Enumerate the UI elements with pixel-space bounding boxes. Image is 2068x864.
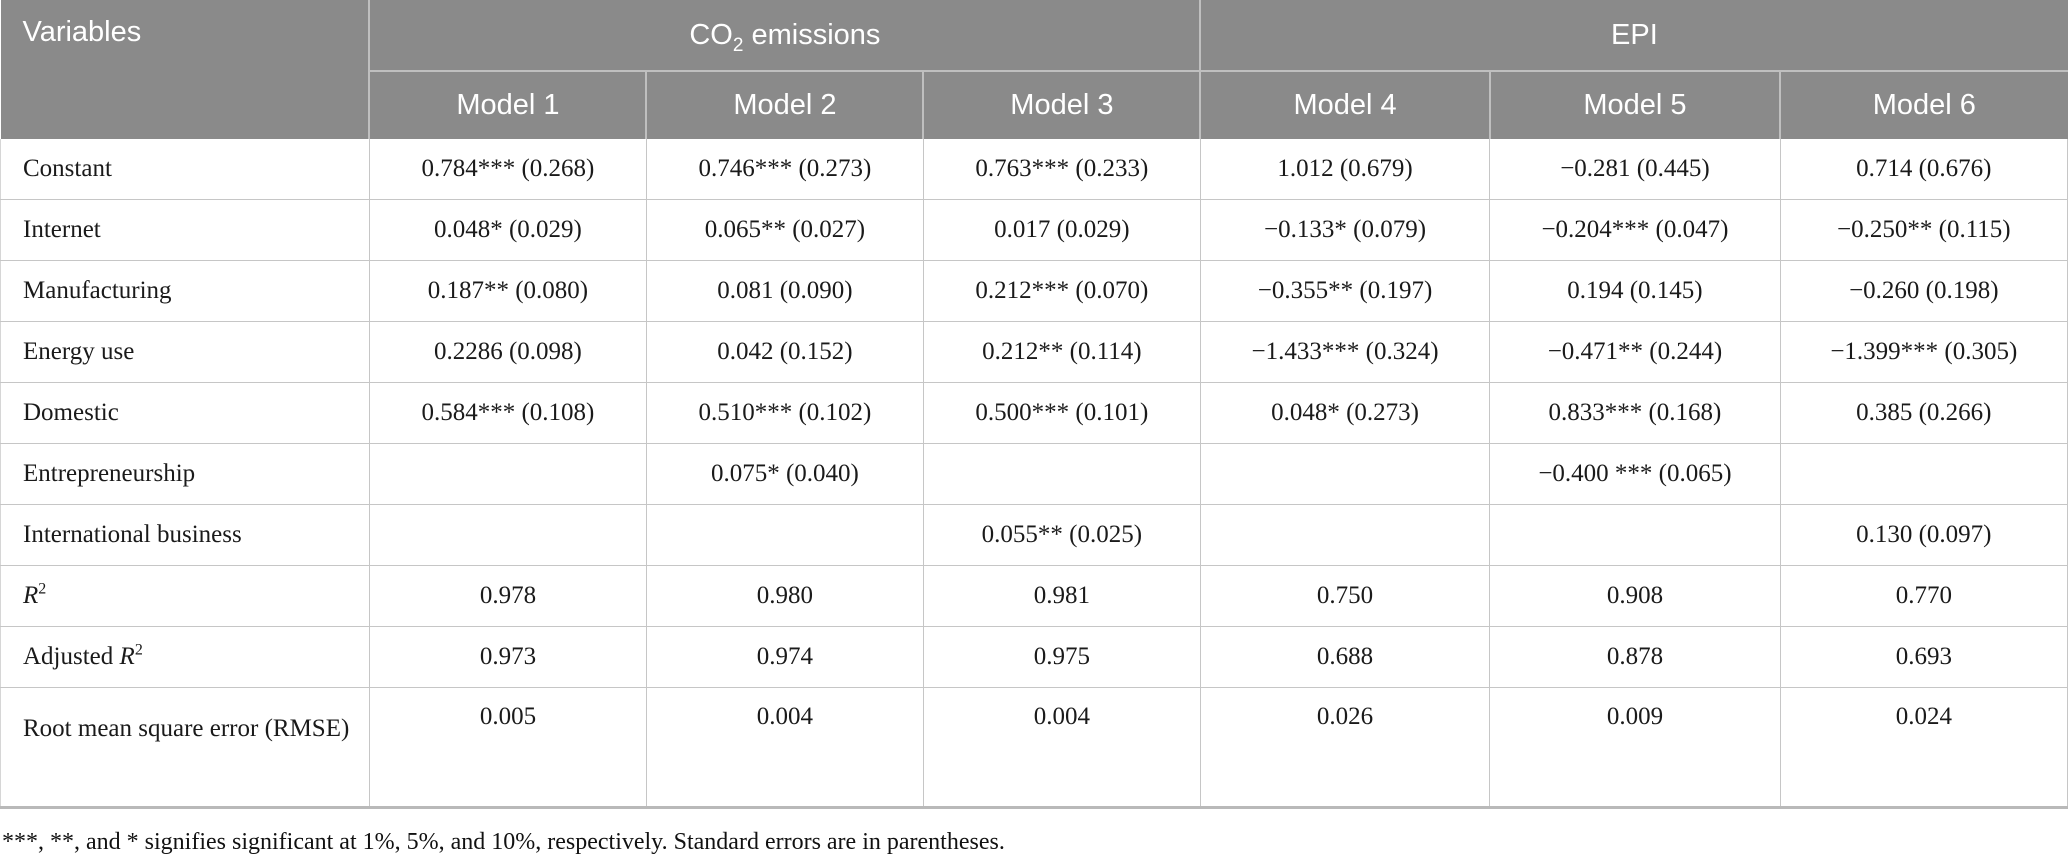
value-cell [922, 443, 1201, 505]
value-cell: 0.187** (0.080) [368, 260, 647, 322]
value-cell: 0.2286 (0.098) [368, 321, 647, 383]
value-cell: −0.281 (0.445) [1489, 139, 1781, 200]
value-cell: 0.055** (0.025) [922, 504, 1201, 566]
value-cell: 0.975 [922, 626, 1201, 688]
table-row: Energy use 0.2286 (0.098) 0.042 (0.152) 0.2… [0, 321, 2068, 383]
value-cell: 1.012 (0.679) [1199, 139, 1491, 200]
co2-rest: emissions [743, 18, 881, 51]
variable-label: International business [0, 504, 370, 566]
value-cell [368, 443, 647, 505]
value-cell: 0.763*** (0.233) [922, 139, 1201, 200]
value-cell: 0.688 [1199, 626, 1491, 688]
variable-label: Entrepreneurship [0, 443, 370, 505]
model-1-header: Model 1 [368, 70, 647, 139]
value-cell: 0.004 [645, 687, 924, 809]
value-cell: 0.980 [645, 565, 924, 627]
value-cell [1779, 443, 2068, 505]
variable-label: Domestic [0, 382, 370, 444]
table-header: Variables CO2 emissions EPI Model 1 Mode… [0, 0, 2068, 139]
value-cell [368, 504, 647, 566]
value-cell: 0.878 [1489, 626, 1781, 688]
value-cell: 0.212** (0.114) [922, 321, 1201, 383]
variable-label: Manufacturing [0, 260, 370, 322]
value-cell: 0.750 [1199, 565, 1491, 627]
value-cell [1489, 504, 1781, 566]
value-cell: 0.974 [645, 626, 924, 688]
value-cell: −0.204*** (0.047) [1489, 199, 1781, 261]
value-cell: 0.978 [368, 565, 647, 627]
value-cell [645, 504, 924, 566]
table-row: Adjusted R2 0.973 0.974 0.975 0.688 0.878 0.69… [0, 626, 2068, 688]
value-cell: 0.510*** (0.102) [645, 382, 924, 444]
model-5-header: Model 5 [1488, 70, 1781, 139]
value-cell: −0.471** (0.244) [1489, 321, 1781, 383]
value-cell [1199, 504, 1491, 566]
variable-label: Adjusted R2 [0, 626, 370, 688]
table-row: International business 0.055** (0.025) 0.1… [0, 504, 2068, 566]
significance-footnote: ***, **, and * signifies significant at … [2, 829, 1005, 855]
value-cell: 0.714 (0.676) [1779, 139, 2068, 200]
variable-label: R2 [0, 565, 370, 627]
value-cell: 0.024 [1779, 687, 2068, 809]
table-row: Entrepreneurship 0.075* (0.040) −0.400 ***… [0, 443, 2068, 505]
value-cell: 0.385 (0.266) [1779, 382, 2068, 444]
model-6-header: Model 6 [1779, 70, 2068, 139]
model-3-header: Model 3 [922, 70, 1201, 139]
value-cell: 0.065** (0.027) [645, 199, 924, 261]
value-cell: 0.194 (0.145) [1489, 260, 1781, 322]
table-row: Internet 0.048* (0.029) 0.065** (0.027) 0.0… [0, 199, 2068, 261]
value-cell: 0.009 [1489, 687, 1781, 809]
value-cell: 0.005 [368, 687, 647, 809]
value-cell: −0.250** (0.115) [1779, 199, 2068, 261]
value-cell: −0.133* (0.079) [1199, 199, 1491, 261]
table-body: Constant 0.784*** (0.268) 0.746*** (0.273)… [0, 139, 2068, 809]
value-cell: 0.584*** (0.108) [368, 382, 647, 444]
value-cell: 0.130 (0.097) [1779, 504, 2068, 566]
value-cell: 0.908 [1489, 565, 1781, 627]
value-cell: 0.004 [922, 687, 1201, 809]
variable-label: Internet [0, 199, 370, 261]
epi-group-header: EPI [1199, 0, 2068, 71]
value-cell: 0.833*** (0.168) [1489, 382, 1781, 444]
value-cell: −0.400 *** (0.065) [1489, 443, 1781, 505]
header-group-row: Variables CO2 emissions EPI [0, 0, 2068, 139]
table-row: Manufacturing 0.187** (0.080) 0.081 (0.090… [0, 260, 2068, 322]
table-row: R2 0.978 0.980 0.981 0.750 0.908 0.770 [0, 565, 2068, 627]
value-cell: −1.399*** (0.305) [1779, 321, 2068, 383]
value-cell: 0.693 [1779, 626, 2068, 688]
variable-label: Constant [0, 139, 370, 200]
value-cell: 0.026 [1199, 687, 1491, 809]
co2-base: CO [689, 18, 733, 51]
value-cell: 0.048* (0.273) [1199, 382, 1491, 444]
value-cell: 0.212*** (0.070) [922, 260, 1201, 322]
model-2-header: Model 2 [645, 70, 924, 139]
value-cell: 0.981 [922, 565, 1201, 627]
table-row: Constant 0.784*** (0.268) 0.746*** (0.273)… [0, 139, 2068, 200]
value-cell: 0.500*** (0.101) [922, 382, 1201, 444]
value-cell: 0.746*** (0.273) [645, 139, 924, 200]
value-cell: −0.260 (0.198) [1779, 260, 2068, 322]
table-row: Root mean square error (RMSE) 0.005 0.004 0… [0, 687, 2068, 809]
variable-label: Energy use [0, 321, 370, 383]
value-cell: 0.048* (0.029) [368, 199, 647, 261]
table-row: Domestic 0.584*** (0.108) 0.510*** (0.102)… [0, 382, 2068, 444]
co2-emissions-group-header: CO2 emissions [368, 0, 1201, 71]
variables-header-cell: Variables [0, 0, 370, 139]
value-cell: 0.770 [1779, 565, 2068, 627]
value-cell: 0.081 (0.090) [645, 260, 924, 322]
value-cell [1199, 443, 1491, 505]
value-cell: 0.017 (0.029) [922, 199, 1201, 261]
co2-subscript: 2 [732, 34, 744, 56]
value-cell: 0.075* (0.040) [645, 443, 924, 505]
value-cell: 0.784*** (0.268) [368, 139, 647, 200]
value-cell: 0.973 [368, 626, 647, 688]
regression-results-table: Variables CO2 emissions EPI Model 1 Mode… [0, 0, 2068, 809]
variable-label: Root mean square error (RMSE) [0, 687, 370, 809]
value-cell: 0.042 (0.152) [645, 321, 924, 383]
header-model-row: Model 1 Model 2 Model 3 Model 4 Model 5 … [1, 70, 2068, 139]
value-cell: −1.433*** (0.324) [1199, 321, 1491, 383]
value-cell: −0.355** (0.197) [1199, 260, 1491, 322]
model-4-header: Model 4 [1199, 70, 1490, 139]
